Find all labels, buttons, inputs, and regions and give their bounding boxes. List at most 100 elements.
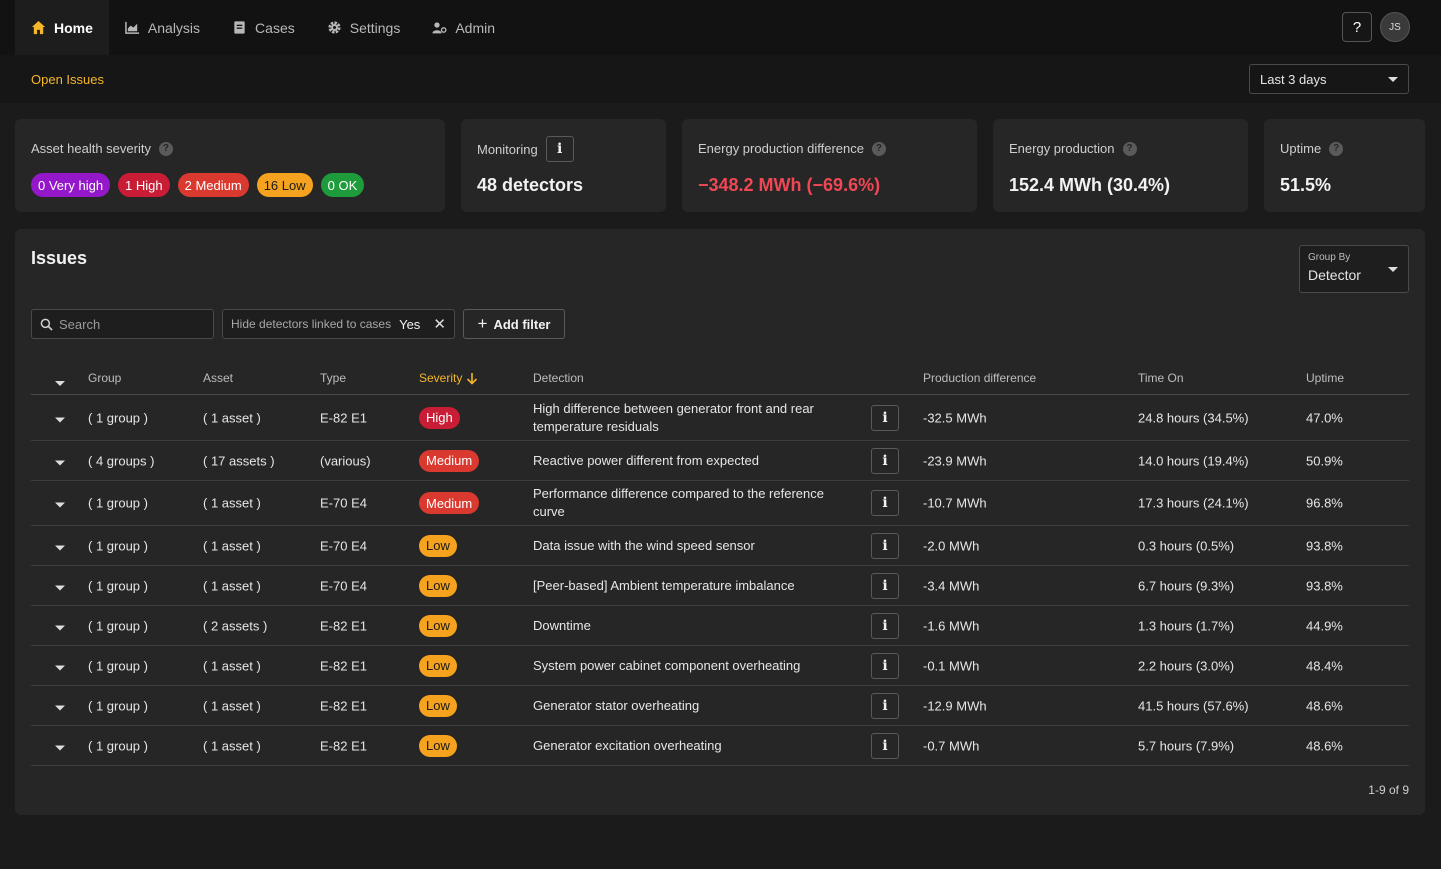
asset-health-title: Asset health severity ? — [31, 141, 173, 156]
expand-row-chevron-icon[interactable] — [55, 453, 65, 468]
cell-uptime: 47.0% — [1306, 410, 1343, 425]
time-range-select[interactable]: Last 3 days — [1249, 64, 1409, 94]
cell-uptime: 93.8% — [1306, 538, 1343, 553]
tab-admin[interactable]: Admin — [416, 0, 511, 55]
help-button[interactable]: ? — [1342, 12, 1372, 42]
cell-asset: ( 1 asset ) — [203, 578, 261, 593]
open-issues-tab[interactable]: Open Issues — [31, 72, 104, 87]
energy-production-card: Energy production ? 152.4 MWh (30.4%) — [993, 119, 1248, 212]
tab-cases[interactable]: Cases — [216, 0, 311, 55]
pagination: 1-9 of 9 — [1368, 783, 1409, 797]
expand-row-chevron-icon[interactable] — [55, 618, 65, 633]
table-row[interactable]: ( 1 group ) ( 1 asset ) E-82 E1 Low Generato… — [31, 686, 1409, 726]
info-icon: i — [871, 612, 899, 639]
table-row[interactable]: ( 1 group ) ( 1 asset ) E-70 E4 Medium Perfo… — [31, 481, 1409, 526]
tab-cases-label: Cases — [255, 19, 295, 36]
col-uptime[interactable]: Uptime — [1306, 371, 1345, 385]
expand-row-chevron-icon[interactable] — [55, 698, 65, 713]
col-time-on[interactable]: Time On — [1138, 371, 1184, 385]
cell-severity: Low — [419, 654, 457, 677]
col-severity[interactable]: Severity — [419, 371, 478, 385]
search-input[interactable]: Search — [31, 309, 214, 339]
severity-pill-low[interactable]: 16 Low — [256, 173, 313, 197]
add-filter-button[interactable]: + Add filter — [463, 309, 565, 339]
detection-info-button[interactable]: i — [871, 692, 899, 719]
close-icon[interactable]: ✕ — [433, 316, 446, 333]
detection-info-button[interactable]: i — [871, 404, 899, 431]
cell-asset: ( 2 assets ) — [203, 618, 268, 633]
tab-admin-label: Admin — [455, 19, 496, 36]
tab-home-label: Home — [54, 19, 93, 36]
col-production-difference[interactable]: Production difference — [923, 371, 1037, 385]
severity-pill-ok[interactable]: 0 OK — [320, 173, 365, 197]
expand-all-icon[interactable] — [55, 375, 65, 389]
col-detection[interactable]: Detection — [533, 371, 584, 385]
detection-info-button[interactable]: i — [871, 572, 899, 599]
cell-detection: Downtime — [533, 617, 591, 633]
expand-row-chevron-icon[interactable] — [55, 738, 65, 753]
expand-row-chevron-icon[interactable] — [55, 658, 65, 673]
tab-analysis[interactable]: Analysis — [109, 0, 216, 55]
expand-row-chevron-icon[interactable] — [55, 410, 65, 425]
severity-pill-medium[interactable]: 2 Medium — [177, 173, 249, 197]
table-row[interactable]: ( 1 group ) ( 1 asset ) E-70 E4 Low Data iss… — [31, 526, 1409, 566]
user-admin-icon — [432, 22, 447, 34]
cell-asset: ( 1 asset ) — [203, 658, 261, 673]
cell-time-on: 6.7 hours (9.3%) — [1138, 578, 1235, 593]
cell-severity: Low — [419, 734, 457, 757]
col-asset[interactable]: Asset — [203, 371, 234, 385]
expand-row-chevron-icon[interactable] — [55, 578, 65, 593]
cell-asset: ( 1 asset ) — [203, 538, 261, 553]
cell-type: E-82 E1 — [320, 698, 367, 713]
add-filter-label: Add filter — [493, 316, 551, 332]
help-circle-icon[interactable]: ? — [1122, 141, 1137, 156]
table-row[interactable]: ( 4 groups ) ( 17 assets ) (various) Medium… — [31, 441, 1409, 481]
filter-label: Hide detectors linked to cases — [231, 317, 392, 331]
uptime-card: Uptime ? 51.5% — [1264, 119, 1425, 212]
help-circle-icon[interactable]: ? — [158, 141, 173, 156]
cell-severity: High — [419, 406, 460, 429]
severity-pill-high[interactable]: 1 High — [118, 173, 170, 197]
col-group[interactable]: Group — [88, 371, 122, 385]
table-row[interactable]: ( 1 group ) ( 2 assets ) E-82 E1 Low Downtim… — [31, 606, 1409, 646]
cell-asset: ( 1 asset ) — [203, 738, 261, 753]
col-type[interactable]: Type — [320, 371, 347, 385]
detection-info-button[interactable]: i — [871, 490, 899, 516]
detection-info-button[interactable]: i — [871, 447, 899, 474]
table-row[interactable]: ( 1 group ) ( 1 asset ) E-82 E1 Low Generato… — [31, 726, 1409, 766]
severity-badge: Low — [419, 574, 457, 597]
tab-settings[interactable]: Settings — [311, 0, 417, 55]
group-by-select[interactable]: Group By Detector — [1299, 245, 1409, 293]
table-row[interactable]: ( 1 group ) ( 1 asset ) E-82 E1 Low System p… — [31, 646, 1409, 686]
expand-row-chevron-icon[interactable] — [55, 538, 65, 553]
cell-type: E-82 E1 — [320, 658, 367, 673]
search-icon — [40, 318, 53, 331]
table-row[interactable]: ( 1 group ) ( 1 asset ) E-82 E1 High High di… — [31, 395, 1409, 441]
detection-info-button[interactable]: i — [871, 652, 899, 679]
expand-row-chevron-icon[interactable] — [55, 496, 65, 511]
sub-header: Open Issues Last 3 days — [0, 55, 1441, 103]
asset-health-card: Asset health severity ? 0 Very high 1 Hi… — [15, 119, 445, 212]
detection-info-button[interactable]: i — [871, 532, 899, 559]
cell-detection: [Peer-based] Ambient temperature imbalan… — [533, 577, 795, 593]
cell-uptime: 48.6% — [1306, 738, 1343, 753]
cell-asset: ( 17 assets ) — [203, 453, 275, 468]
info-icon: i — [871, 404, 899, 431]
help-circle-icon[interactable]: ? — [1329, 141, 1344, 156]
cell-production-difference: -3.4 MWh — [923, 578, 980, 593]
cell-production-difference: -2.0 MWh — [923, 538, 980, 553]
detection-info-button[interactable]: i — [871, 732, 899, 759]
cell-type: E-82 E1 — [320, 738, 367, 753]
filter-chip[interactable]: Hide detectors linked to cases Yes ✕ — [222, 309, 455, 339]
severity-pill-very-high[interactable]: 0 Very high — [31, 173, 111, 197]
monitoring-title: Monitoring i — [477, 136, 574, 162]
info-icon[interactable]: i — [545, 136, 574, 162]
tab-home[interactable]: Home — [15, 0, 109, 55]
table-row[interactable]: ( 1 group ) ( 1 asset ) E-70 E4 Low [Peer-ba… — [31, 566, 1409, 606]
help-circle-icon[interactable]: ? — [871, 141, 886, 156]
detection-info-button[interactable]: i — [871, 612, 899, 639]
cell-type: E-82 E1 — [320, 410, 367, 425]
avatar[interactable]: JS — [1380, 12, 1410, 42]
top-navigation: Home Analysis Cases Settings Admin ? JS — [0, 0, 1441, 55]
chart-icon — [125, 21, 139, 34]
